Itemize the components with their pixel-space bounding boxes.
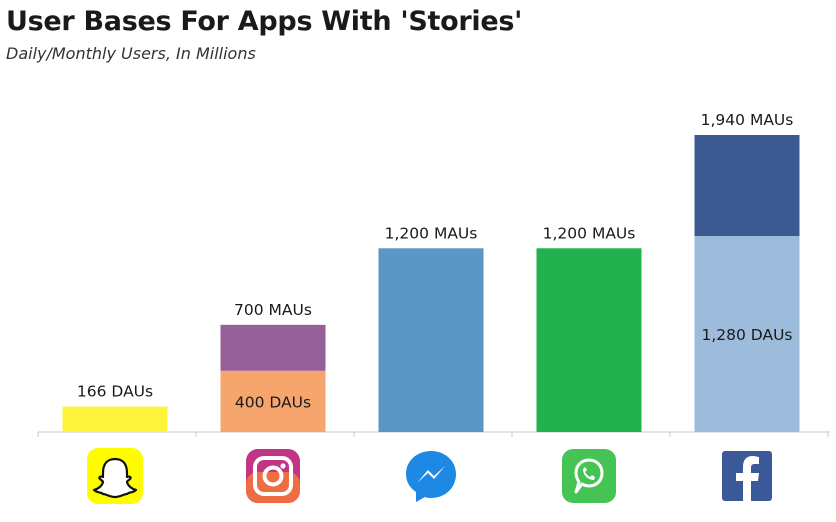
data-label: 1,940 MAUs (701, 111, 794, 129)
facebook-icon (722, 451, 772, 501)
data-label: 1,200 MAUs (385, 224, 478, 242)
chart-title: User Bases For Apps With 'Stories' (6, 6, 523, 37)
bar-instagram-daus (220, 370, 326, 432)
bar-instagram-maus (220, 324, 326, 371)
bar-facebook-maus (694, 135, 800, 237)
chart-subtitle: Daily/Monthly Users, In Millions (6, 44, 256, 63)
bar-facebook-daus (694, 236, 800, 432)
bar-whatsapp-maus (536, 248, 642, 432)
instagram-icon (246, 449, 300, 503)
messenger-icon (406, 451, 456, 502)
whatsapp-icon (562, 449, 616, 503)
data-label: 700 MAUs (234, 301, 312, 319)
data-label: 400 DAUs (235, 393, 311, 411)
data-label: 166 DAUs (77, 383, 153, 401)
bar-snapchat-daus (62, 406, 168, 432)
data-label: 1,280 DAUs (702, 326, 793, 344)
data-label: 1,200 MAUs (543, 224, 636, 242)
bar-messenger-maus (378, 248, 484, 432)
snapchat-icon (87, 448, 143, 504)
